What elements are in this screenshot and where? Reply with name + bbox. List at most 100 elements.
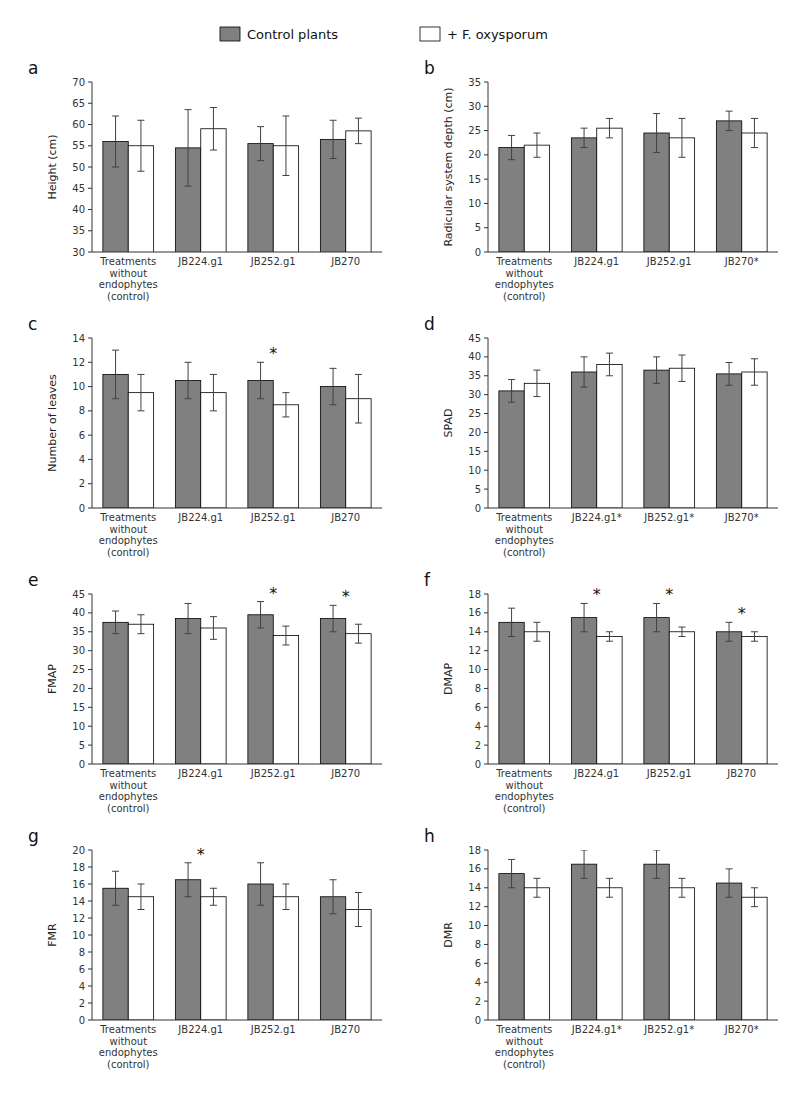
bar <box>273 636 298 764</box>
error-bar <box>257 362 264 398</box>
bar <box>524 383 549 508</box>
error-bar <box>678 355 685 381</box>
y-tick-label: 25 <box>468 125 481 136</box>
bar <box>273 897 298 1020</box>
x-axis-line <box>488 764 778 765</box>
y-tick <box>484 944 488 945</box>
x-tick-label: Treatmentswithoutendophytes(control) <box>99 512 158 558</box>
y-tick <box>88 362 92 363</box>
error-bar <box>533 878 540 897</box>
x-tick-label: Treatmentswithoutendophytes(control) <box>99 768 158 814</box>
y-tick <box>88 969 92 970</box>
bar <box>597 128 622 252</box>
y-tick <box>88 650 92 651</box>
y-tick-label: 0 <box>475 759 481 770</box>
y-tick-label: 4 <box>475 721 481 732</box>
error-bar <box>355 893 362 927</box>
y-tick <box>484 925 488 926</box>
x-tick-label-line: JB252.g1* <box>643 512 694 523</box>
x-tick-label: JB252.g1 <box>250 768 296 779</box>
bar <box>103 888 128 1020</box>
legend-swatch <box>420 27 440 41</box>
bar <box>248 381 273 509</box>
y-tick-label: 18 <box>468 845 481 856</box>
x-tick-label: Treatmentswithoutendophytes(control) <box>495 512 554 558</box>
bar <box>175 381 200 509</box>
x-tick-label-line: Treatments <box>495 256 552 267</box>
marks <box>103 863 371 1020</box>
x-tick-label-line: Treatments <box>99 512 156 523</box>
error-bar <box>112 350 119 399</box>
y-tick-label: 45 <box>72 183 85 194</box>
bar <box>175 619 200 764</box>
error-bar <box>508 608 515 636</box>
y-tick-label: 14 <box>468 882 481 893</box>
y-tick-label: 14 <box>72 333 85 344</box>
x-tick-label-line: JB270* <box>724 1024 759 1035</box>
y-tick <box>88 145 92 146</box>
x-tick-label-line: Treatments <box>99 768 156 779</box>
y-tick <box>88 1003 92 1004</box>
bar <box>597 888 622 1020</box>
panel: a303540455055606570Treatmentswithoutendo… <box>28 58 382 380</box>
y-tick-label: 25 <box>468 408 481 419</box>
y-tick <box>88 459 92 460</box>
error-bar <box>257 127 264 161</box>
y-tick-label: 5 <box>79 740 85 751</box>
x-tick-label-line: Treatments <box>495 512 552 523</box>
bar <box>499 874 524 1020</box>
y-tick-label: 50 <box>72 162 85 173</box>
y-tick <box>88 901 92 902</box>
bar <box>524 145 549 252</box>
chart: Control plants+ F. oxysporuma30354045505… <box>0 0 800 1101</box>
y-tick <box>484 252 488 253</box>
bar <box>571 864 596 1020</box>
bar <box>571 372 596 508</box>
x-tick-label-line: JB270 <box>330 1024 360 1035</box>
y-tick-label: 5 <box>475 484 481 495</box>
error-bar <box>330 120 337 158</box>
x-tick-label: Treatmentswithoutendophytes(control) <box>495 768 554 814</box>
y-tick <box>484 451 488 452</box>
y-tick-label: 16 <box>72 879 85 890</box>
x-tick-label-line: endophytes <box>495 1047 554 1058</box>
y-tick <box>484 508 488 509</box>
panel: c02468101214Treatmentswithoutendophytes(… <box>28 314 382 558</box>
x-tick-label-line: without <box>109 524 147 535</box>
error-bar <box>533 133 540 157</box>
y-tick-label: 30 <box>468 389 481 400</box>
x-tick-label: Treatmentswithoutendophytes(control) <box>99 1024 158 1070</box>
legend-label: + F. oxysporum <box>447 27 548 42</box>
bar <box>669 888 694 1020</box>
y-tick <box>88 764 92 765</box>
error-bar <box>282 626 289 645</box>
x-tick-label-line: without <box>505 524 543 535</box>
error-bar <box>137 615 144 634</box>
y-tick <box>88 338 92 339</box>
error-bar <box>210 617 217 640</box>
y-tick-label: 18 <box>72 862 85 873</box>
y-tick <box>484 489 488 490</box>
y-axis-label: FMAP <box>46 664 59 694</box>
y-tick-label: 0 <box>475 1015 481 1026</box>
y-tick-label: 14 <box>72 896 85 907</box>
x-axis-line <box>92 508 382 509</box>
error-bar <box>210 108 217 151</box>
x-tick-label-line: without <box>109 780 147 791</box>
y-tick-label: 0 <box>79 1015 85 1026</box>
x-tick-label: JB252.g1* <box>643 1024 694 1035</box>
y-tick-label: 0 <box>79 503 85 514</box>
y-tick <box>88 952 92 953</box>
y-tick <box>484 669 488 670</box>
y-tick <box>88 594 92 595</box>
y-tick-label: 40 <box>72 607 85 618</box>
error-bar <box>137 884 144 910</box>
bar <box>128 624 153 764</box>
bar <box>742 372 767 508</box>
y-tick <box>88 669 92 670</box>
x-tick-label-line: JB224.g1 <box>573 256 619 267</box>
x-tick-label-line: (control) <box>503 291 546 302</box>
panel-label: a <box>28 58 38 78</box>
y-tick-label: 20 <box>72 845 85 856</box>
x-axis-line <box>92 252 382 253</box>
